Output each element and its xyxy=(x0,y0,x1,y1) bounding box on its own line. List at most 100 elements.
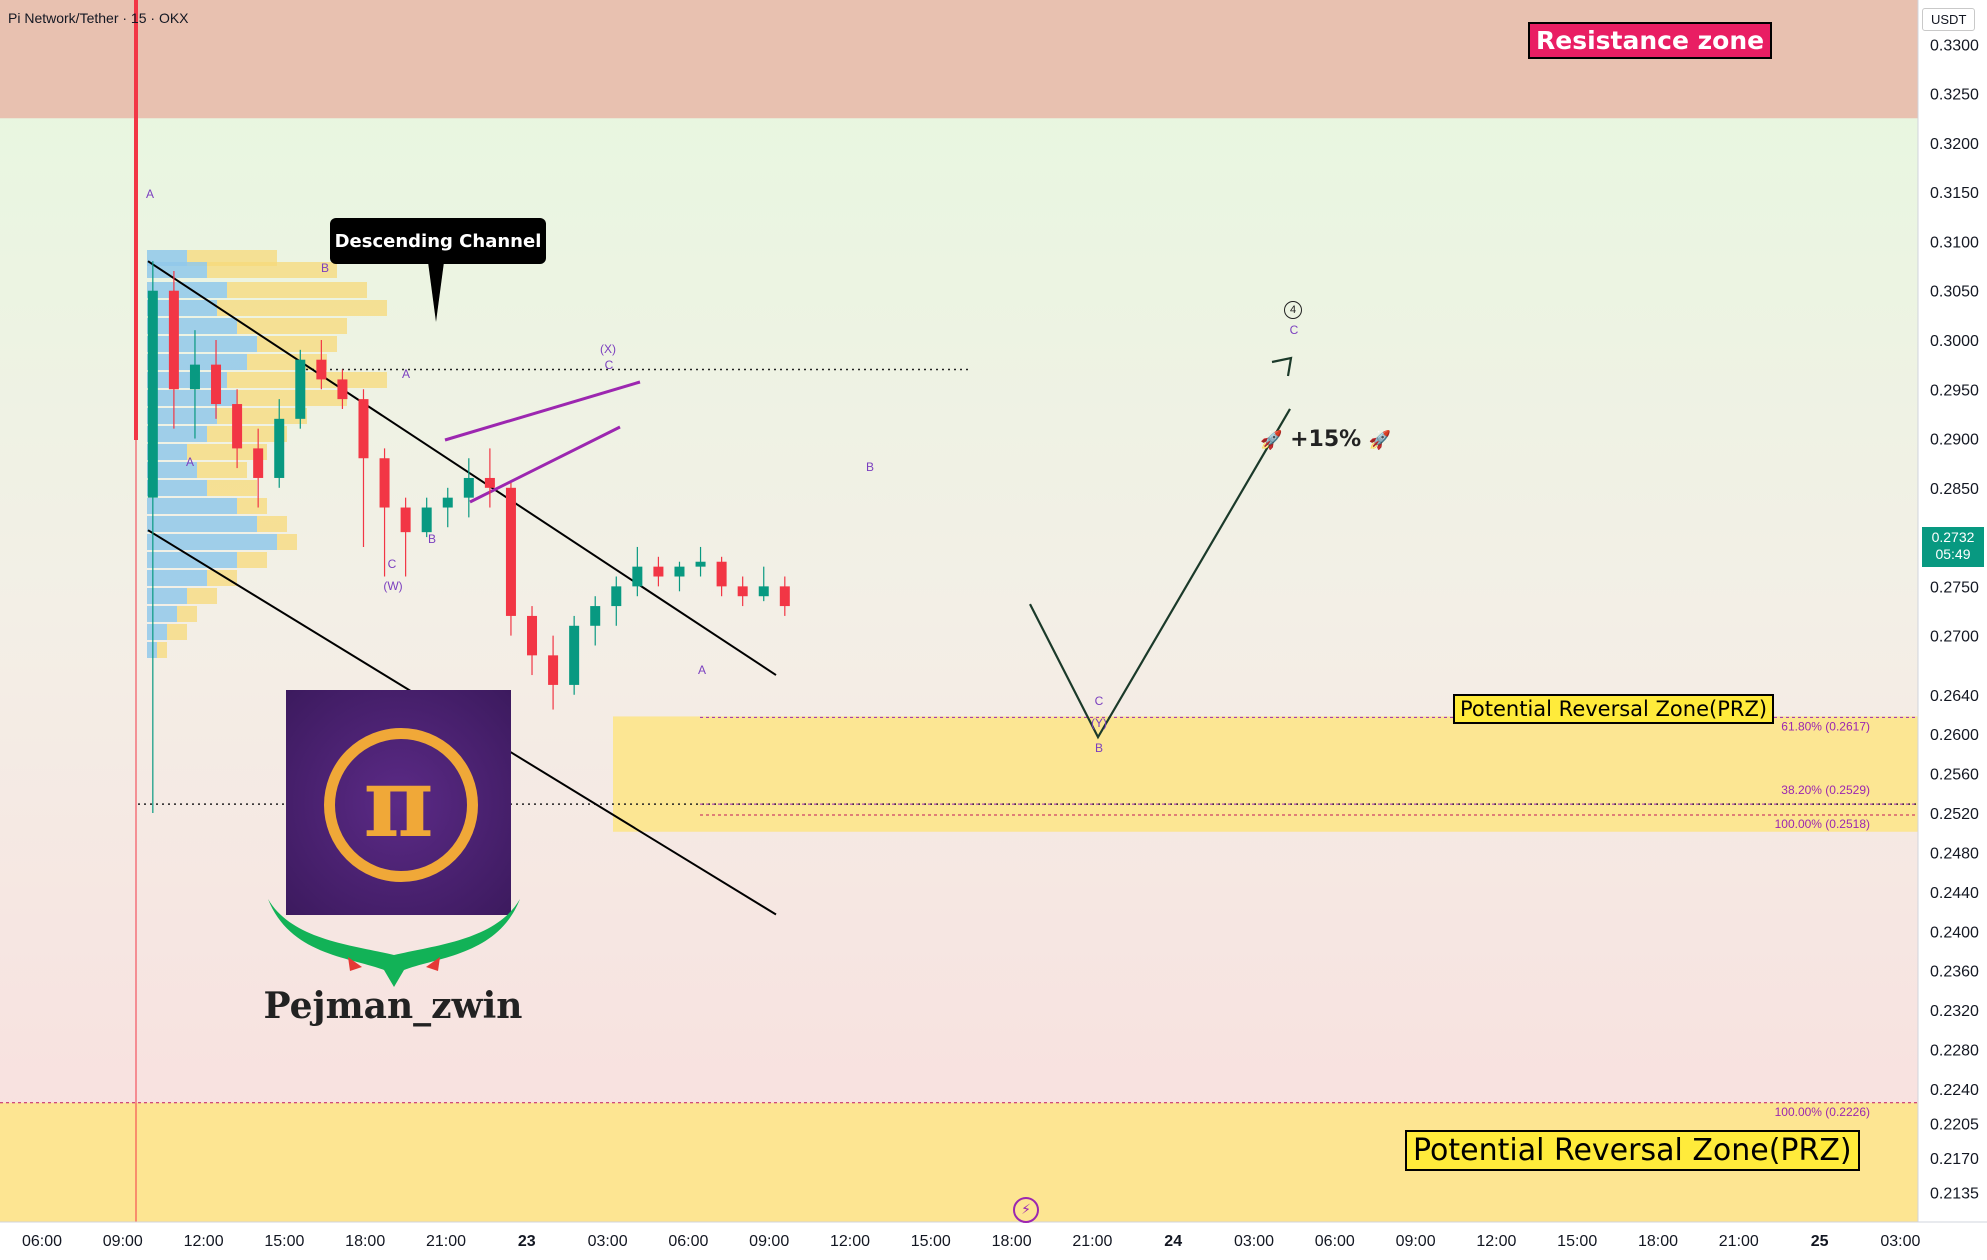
projection-arrowhead xyxy=(1271,356,1293,377)
wave-label: C xyxy=(1290,323,1299,337)
volume-profile-bar xyxy=(197,462,247,478)
time-tick-label: 06:00 xyxy=(22,1233,62,1250)
session-marker-line xyxy=(134,0,138,440)
candle-body xyxy=(189,364,200,390)
price-tick-label: 0.2440 xyxy=(1930,885,1979,902)
price-tick-label: 0.2135 xyxy=(1930,1185,1979,1202)
author-name: Pejman_zwin xyxy=(263,985,523,1027)
time-tick-label: 09:00 xyxy=(1396,1233,1436,1250)
volume-profile-bar xyxy=(277,534,297,550)
candle-body xyxy=(484,477,495,488)
wave-label: C xyxy=(1095,694,1104,708)
volume-profile-bar xyxy=(187,588,217,604)
candle-body xyxy=(632,566,643,587)
price-tick-label: 0.2700 xyxy=(1930,629,1979,646)
price-tick-label: 0.2640 xyxy=(1930,688,1979,705)
volume-profile-bar xyxy=(147,642,157,658)
time-tick-label: 06:00 xyxy=(1315,1233,1355,1250)
time-tick-label: 12:00 xyxy=(830,1233,870,1250)
volume-profile-bar xyxy=(237,318,347,334)
volume-profile-bar xyxy=(147,552,237,568)
rocket-icon: 🚀 xyxy=(1260,430,1283,451)
volume-profile-bar xyxy=(247,354,327,370)
wave-label: B xyxy=(428,532,436,546)
current-price: 0.2732 xyxy=(1931,529,1975,545)
time-tick-label: 09:00 xyxy=(749,1233,789,1250)
pi-logo: π xyxy=(286,690,511,915)
candle-body xyxy=(295,359,306,419)
wedge-upper-line xyxy=(444,380,641,442)
candle-body xyxy=(590,606,601,626)
volume-profile-bar xyxy=(217,408,307,424)
volume-profile-bar xyxy=(207,570,237,586)
fib-level-label: 100.00% (0.2226) xyxy=(1775,1105,1870,1119)
channel-upper-line xyxy=(147,260,777,676)
time-tick-label: 21:00 xyxy=(1719,1233,1759,1250)
candle-body xyxy=(316,359,327,380)
price-tick-label: 0.3300 xyxy=(1930,37,1979,54)
time-axis-bg xyxy=(0,1222,1987,1260)
wave-label: A xyxy=(186,455,194,469)
volume-profile-bar xyxy=(227,372,387,388)
time-tick-label: 15:00 xyxy=(1557,1233,1597,1250)
time-tick-label: 15:00 xyxy=(911,1233,951,1250)
price-tick-label: 0.2750 xyxy=(1930,579,1979,596)
prz-upper-label: Potential Reversal Zone(PRZ) xyxy=(1453,694,1775,724)
candle-body xyxy=(527,615,538,656)
callout-pointer xyxy=(428,262,444,322)
time-tick-label: 23 xyxy=(518,1233,536,1250)
candle-body xyxy=(737,586,748,597)
time-tick-label: 12:00 xyxy=(1476,1233,1516,1250)
candle-body xyxy=(695,561,706,567)
time-tick-label: 21:00 xyxy=(426,1233,466,1250)
projection-path xyxy=(1029,408,1291,740)
wave-label: B xyxy=(1095,741,1103,755)
price-tick-label: 0.2360 xyxy=(1930,964,1979,981)
price-tick-label: 0.2520 xyxy=(1930,806,1979,823)
volume-profile-bar xyxy=(147,408,217,424)
logo-ring-icon xyxy=(324,728,478,882)
volume-profile-bar xyxy=(257,336,337,352)
fib-level-label: 61.80% (0.2617) xyxy=(1781,719,1870,733)
currency-badge[interactable]: USDT xyxy=(1922,8,1976,31)
descending-channel-callout: Descending Channel xyxy=(330,218,546,264)
volume-profile-bar xyxy=(147,606,177,622)
candle-body xyxy=(379,458,390,508)
price-tick-label: 0.3000 xyxy=(1930,333,1979,350)
volume-profile-bar xyxy=(147,262,207,278)
wave-label: B xyxy=(866,460,874,474)
wave-label: C xyxy=(388,557,397,571)
time-tick-label: 03:00 xyxy=(1880,1233,1920,1250)
candle-body xyxy=(569,625,580,685)
fib-level-label: 38.20% (0.2529) xyxy=(1781,783,1870,797)
volume-profile-bar xyxy=(147,624,167,640)
time-tick-label: 24 xyxy=(1164,1233,1182,1250)
time-tick-label: 21:00 xyxy=(1072,1233,1112,1250)
volume-profile-bar xyxy=(147,588,187,604)
volume-profile-bar xyxy=(147,390,237,406)
time-tick-label: 09:00 xyxy=(103,1233,143,1250)
volume-profile-bar xyxy=(227,282,367,298)
candle-body xyxy=(211,364,222,405)
volume-profile-bar xyxy=(147,480,207,496)
symbol-title[interactable]: Pi Network/Tether · 15 · OKX xyxy=(8,10,189,26)
price-tick-label: 0.2560 xyxy=(1930,767,1979,784)
volume-profile-bar xyxy=(147,372,227,388)
candle-body xyxy=(611,586,622,607)
candle-body xyxy=(758,586,769,597)
time-tick-label: 03:00 xyxy=(1234,1233,1274,1250)
price-tick-label: 0.2900 xyxy=(1930,432,1979,449)
prz-lower-label: Potential Reversal Zone(PRZ) xyxy=(1405,1130,1860,1171)
candle-body xyxy=(463,477,474,498)
volume-profile-bar xyxy=(207,480,257,496)
wedge-lower-line xyxy=(469,425,621,504)
candle-body xyxy=(168,290,179,390)
volume-profile-bar xyxy=(187,444,267,460)
candle-body xyxy=(442,497,453,508)
author-swoosh-icon xyxy=(268,899,520,987)
lightning-icon[interactable]: ⚡ xyxy=(1013,1197,1039,1223)
volume-profile-bar xyxy=(147,516,257,532)
resistance-zone-label: Resistance zone xyxy=(1528,22,1773,59)
